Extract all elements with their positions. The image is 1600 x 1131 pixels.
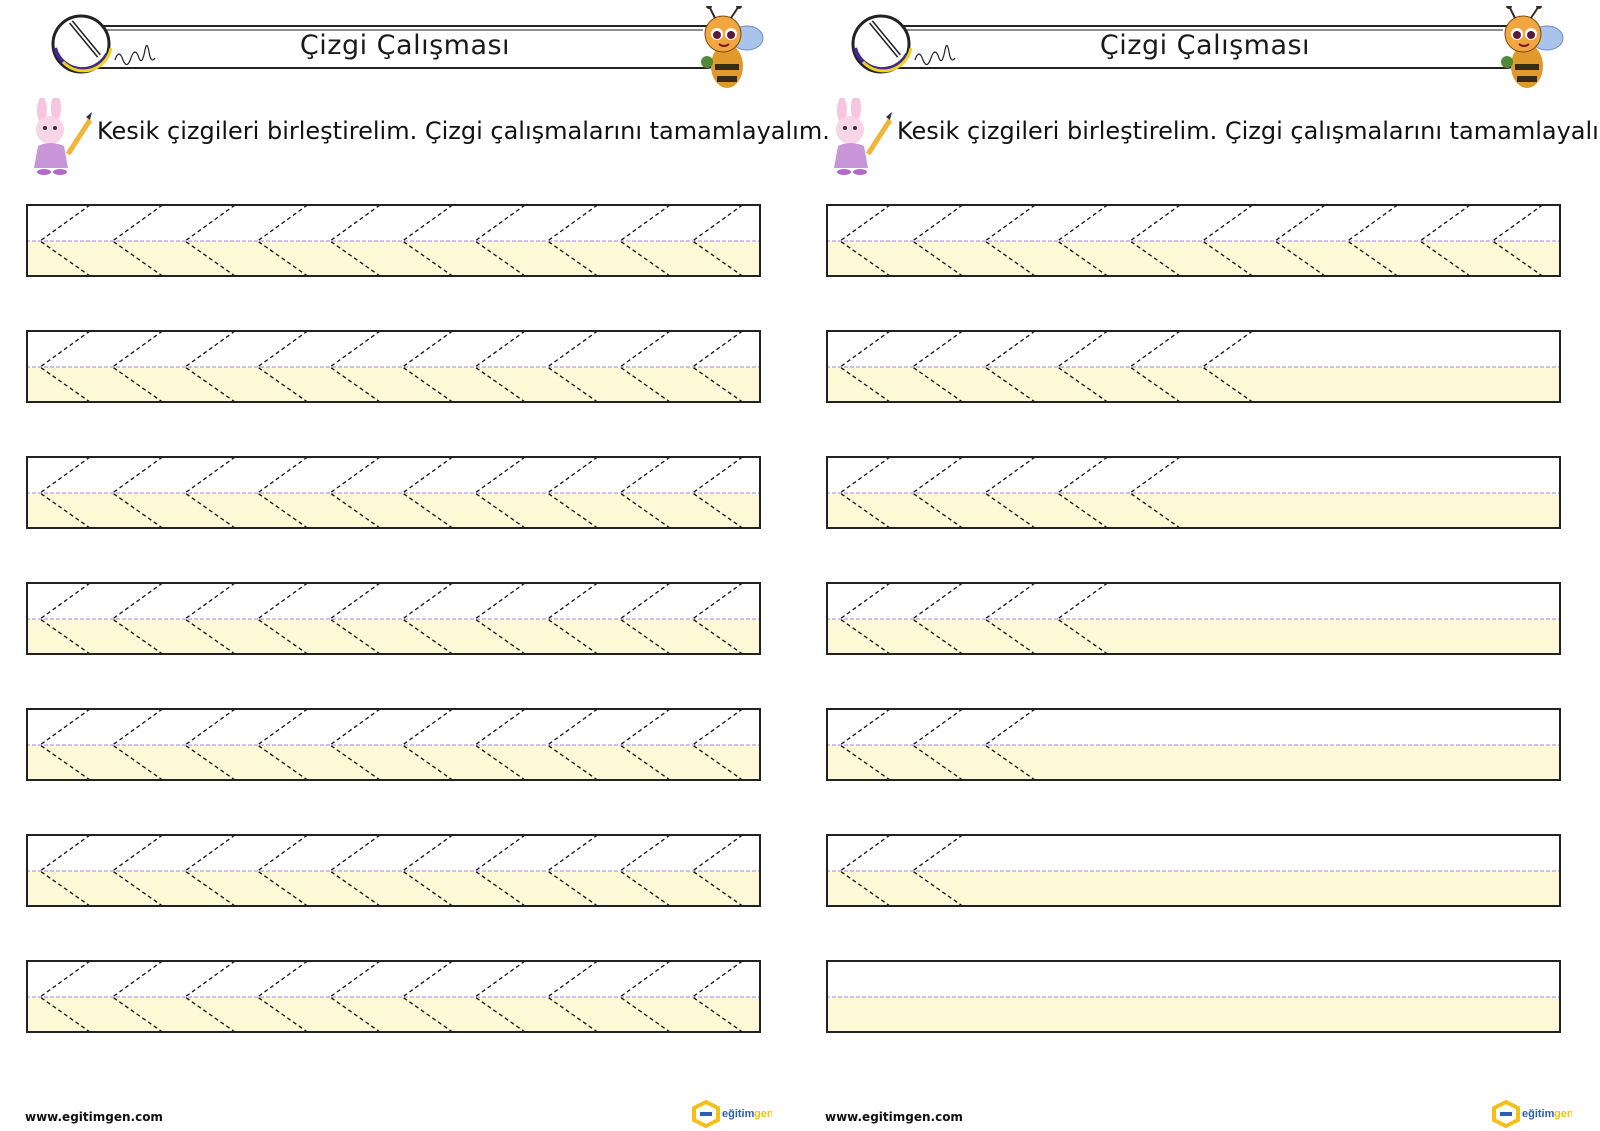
lower-writing-band	[26, 997, 761, 1033]
svg-text:gen: gen	[754, 1108, 772, 1120]
practice-row[interactable]	[26, 330, 761, 403]
lower-writing-band	[826, 871, 1561, 907]
practice-row[interactable]	[26, 708, 761, 781]
lower-writing-band	[826, 241, 1561, 277]
pencil-circle-icon	[851, 14, 956, 74]
row-border	[826, 456, 1561, 529]
lower-writing-band	[826, 493, 1561, 529]
bunny-pencil-icon	[34, 98, 93, 175]
footer-url[interactable]: www.egitimgen.com	[825, 1110, 963, 1124]
svg-text:eğitim: eğitim	[1522, 1108, 1555, 1120]
title-banner: Çizgi Çalışması	[851, 6, 1564, 88]
page-title: Çizgi Çalışması	[299, 30, 511, 61]
worksheet-page-right: Çizgi Çalışması Kesik çizgileri birleşti…	[800, 0, 1600, 1131]
bee-mascot-icon	[701, 6, 764, 88]
row-border	[826, 708, 1561, 781]
svg-text:gen: gen	[1554, 1108, 1572, 1120]
practice-row[interactable]	[26, 456, 761, 529]
egitimgen-logo-icon: eğitim gen	[692, 1100, 772, 1128]
practice-row[interactable]	[26, 204, 761, 277]
lower-writing-band	[826, 367, 1561, 403]
lower-writing-band	[26, 619, 761, 655]
lower-writing-band	[26, 871, 761, 907]
row-border	[26, 582, 761, 655]
practice-row[interactable]	[826, 708, 1561, 781]
practice-row[interactable]	[826, 330, 1561, 403]
practice-row[interactable]	[826, 204, 1561, 277]
pencil-circle-icon	[51, 14, 156, 74]
row-border	[826, 204, 1561, 277]
bunny-pencil-icon	[834, 98, 893, 175]
practice-row[interactable]	[26, 582, 761, 655]
row-border	[26, 456, 761, 529]
lower-writing-band	[26, 367, 761, 403]
lower-writing-band	[826, 997, 1561, 1033]
lower-writing-band	[826, 745, 1561, 781]
row-border	[826, 330, 1561, 403]
row-border	[826, 834, 1561, 907]
row-border	[826, 582, 1561, 655]
row-border	[26, 204, 761, 277]
practice-row[interactable]	[826, 456, 1561, 529]
row-border	[26, 330, 761, 403]
instruction-text: Kesik çizgileri birleştirelim. Çizgi çal…	[897, 117, 1600, 145]
instruction-text: Kesik çizgileri birleştirelim. Çizgi çal…	[97, 117, 830, 145]
practice-row[interactable]	[26, 834, 761, 907]
row-border	[826, 960, 1561, 1033]
lower-writing-band	[26, 745, 761, 781]
svg-text:eğitim: eğitim	[722, 1108, 755, 1120]
row-border	[26, 708, 761, 781]
footer-url[interactable]: www.egitimgen.com	[25, 1110, 163, 1124]
practice-row[interactable]	[26, 960, 761, 1033]
page-title: Çizgi Çalışması	[1099, 30, 1311, 61]
lower-writing-band	[26, 493, 761, 529]
practice-row[interactable]	[826, 834, 1561, 907]
lower-writing-band	[826, 619, 1561, 655]
worksheet-page-left: Çizgi Çalışması Kesik çizgileri birleşti…	[25, 6, 830, 1128]
row-border	[26, 960, 761, 1033]
bee-mascot-icon	[1501, 6, 1564, 88]
row-border	[26, 834, 761, 907]
title-banner: Çizgi Çalışması	[51, 6, 764, 88]
practice-row[interactable]	[826, 582, 1561, 655]
egitimgen-logo-icon: eğitim gen	[1492, 1100, 1572, 1128]
practice-row[interactable]	[826, 960, 1561, 1033]
lower-writing-band	[26, 241, 761, 277]
